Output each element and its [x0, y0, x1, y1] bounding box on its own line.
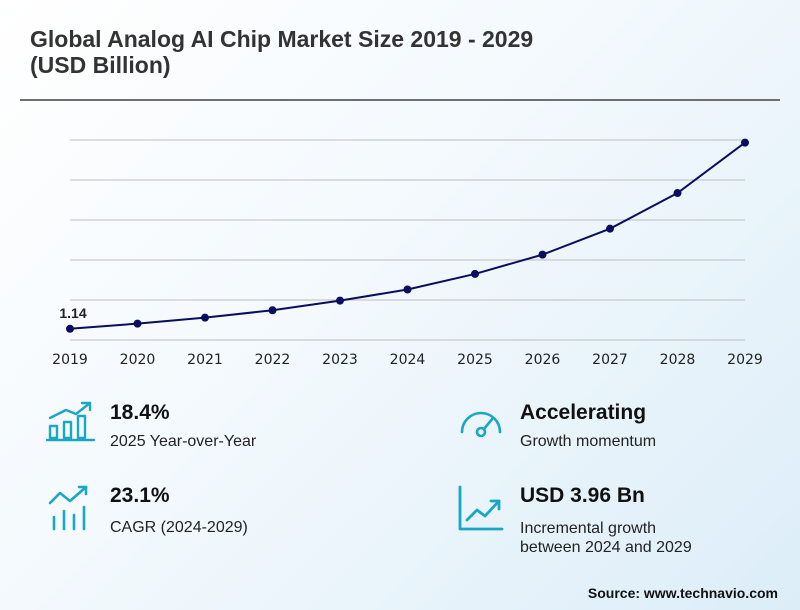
- stat-yoy-label: 2025 Year-over-Year: [110, 433, 257, 450]
- x-tick-label-2027: 2027: [592, 352, 628, 368]
- x-tick-label-2025: 2025: [457, 352, 493, 368]
- stat-incremental-label-line-1: Incremental growth: [520, 520, 657, 537]
- chart-title: Global Analog AI Chip Market Size 2019 -…: [30, 26, 770, 78]
- data-point-2026: [538, 250, 547, 259]
- x-tick-labels: 2019 2020 2021 2022 2023 2024 2025 2026 2027 2028…: [52, 352, 763, 368]
- data-point-2020: [133, 319, 142, 328]
- x-tick-label-2021: 2021: [187, 352, 223, 368]
- stat-cagr-label: CAGR (2024-2029): [110, 519, 248, 536]
- title-line-1: Global Analog AI Chip Market Size 2019 -…: [30, 26, 534, 52]
- x-tick-label-2026: 2026: [525, 352, 561, 368]
- series-line: [69, 141, 746, 330]
- data-point-2019: [66, 324, 74, 333]
- data-point-2029: [741, 138, 749, 147]
- source-note: Source: www.technavio.com: [587, 585, 778, 601]
- speedometer-icon: [460, 411, 502, 438]
- data-labels: 1.14: [59, 305, 86, 321]
- line-chart: 2019 2020 2021 2022 2023 2024 2025 2026 2027 2028…: [52, 138, 763, 368]
- data-point-2028: [673, 189, 682, 198]
- x-tick-label-2023: 2023: [322, 352, 358, 368]
- data-point-2027: [606, 224, 614, 233]
- grid-lines: [70, 139, 745, 301]
- stat-incremental-label-line-2: between 2024 and 2029: [520, 539, 692, 556]
- stat-incremental-value: USD 3.96 Bn: [520, 484, 645, 507]
- title-divider: [20, 99, 780, 101]
- data-point-2024: [403, 285, 412, 294]
- stat-incremental-label: Incremental growth between 2024 and 2029: [520, 519, 692, 557]
- x-tick-label-2029: 2029: [727, 352, 763, 368]
- x-tick-label-2024: 2024: [390, 352, 426, 368]
- data-points: [66, 138, 749, 333]
- trend-bars-icon: [48, 485, 88, 531]
- title-line-2: (USD Billion): [30, 52, 171, 78]
- data-label-2019: 1.14: [59, 305, 86, 321]
- stat-yoy-value: 18.4%: [110, 401, 170, 424]
- data-point-2022: [268, 306, 277, 315]
- x-tick-label-2022: 2022: [255, 352, 291, 368]
- x-tick-label-2020: 2020: [120, 352, 156, 368]
- data-point-2023: [336, 296, 344, 305]
- data-point-2025: [471, 269, 479, 278]
- bar-chart-growth-icon: [46, 401, 96, 442]
- stat-momentum-value: Accelerating: [520, 401, 647, 424]
- data-point-2021: [201, 313, 209, 322]
- stat-cagr-value: 23.1%: [110, 484, 170, 507]
- stat-momentum-label: Growth momentum: [520, 433, 657, 450]
- x-tick-label-2028: 2028: [660, 352, 696, 368]
- x-tick-label-2019: 2019: [52, 352, 88, 368]
- line-chart-icon: [458, 485, 504, 531]
